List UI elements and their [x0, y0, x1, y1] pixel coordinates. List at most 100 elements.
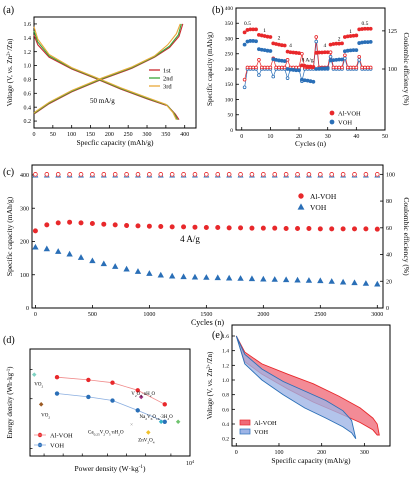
- rate-label: 4: [289, 43, 292, 49]
- y2-tick-label: 20: [386, 279, 392, 285]
- efficiency-point-alvoh: [272, 172, 278, 177]
- y-tick-label: 1.6: [222, 334, 229, 340]
- capacity-point-alvoh: [112, 222, 118, 228]
- efficiency-point-alvoh: [360, 65, 364, 70]
- efficiency-point-alvoh: [33, 172, 38, 177]
- efficiency-point-alvoh: [282, 65, 287, 70]
- x-tick-label: 0: [240, 134, 243, 140]
- capacity-point-alvoh: [78, 220, 84, 226]
- capacity-point-voh: [271, 276, 278, 282]
- rate-label: 1: [263, 28, 266, 34]
- efficiency-point-voh: [328, 54, 333, 59]
- reference-marker: [138, 394, 144, 400]
- y-tick-label: 1.2: [222, 363, 229, 369]
- y-axis-label: Voltage (V, vs. Zn2+/Zn): [6, 38, 14, 106]
- capacity-point-alvoh: [368, 26, 373, 31]
- efficiency-point-alvoh: [112, 172, 118, 177]
- efficiency-point-alvoh: [295, 172, 300, 177]
- panel-label: (d): [3, 335, 15, 346]
- y2-tick-label: 40: [386, 253, 392, 259]
- efficiency-point-alvoh: [352, 172, 357, 177]
- capacity-point-voh: [237, 275, 244, 281]
- capacity-point-voh: [43, 245, 50, 252]
- efficiency-point-alvoh: [314, 35, 319, 39]
- capacity-point-voh: [305, 277, 313, 283]
- y-tick-label: 200: [20, 240, 29, 246]
- efficiency-point-alvoh: [242, 77, 247, 82]
- legend-swatch-voh: [239, 428, 251, 435]
- y-tick-label: 0.4: [24, 105, 32, 111]
- capacity-point-voh: [339, 278, 347, 285]
- efficiency-point-alvoh: [375, 172, 380, 177]
- capacity-point-voh: [268, 49, 273, 53]
- y2-tick-label: 100: [386, 172, 395, 178]
- y-tick-label: 1.0: [24, 64, 32, 70]
- capacity-point-voh: [89, 257, 96, 264]
- x-tick-label: 500: [88, 312, 97, 318]
- x-axis-label: Cycles (n): [295, 139, 327, 148]
- capacity-point-alvoh: [306, 226, 312, 232]
- plot-frame: [33, 16, 197, 129]
- data-point-alvoh: [110, 380, 115, 385]
- x-tick-label: 1000: [143, 312, 155, 318]
- capacity-point-alvoh: [169, 224, 175, 230]
- capacity-point-alvoh: [135, 223, 141, 229]
- legend-label-voh: VOH: [50, 443, 64, 450]
- capacity-point-voh: [77, 254, 85, 260]
- x-tick-label: 350: [161, 132, 170, 138]
- efficiency-point-alvoh: [55, 172, 61, 177]
- annotation-rate: 4 A/g: [180, 234, 200, 244]
- capacity-point-voh: [354, 48, 359, 52]
- capacity-point-voh: [351, 279, 358, 286]
- panel-e: (e) 0 100 200 300 0.2 0.4 0.6 0.8 1.0 1.2 1.4 1.6 Spe…: [206, 324, 391, 465]
- efficiency-point-alvoh: [261, 172, 266, 177]
- efficiency-point-alvoh: [226, 172, 232, 177]
- capacity-point-voh: [368, 39, 373, 44]
- capacity-point-voh: [254, 39, 258, 44]
- panel-label: (e): [212, 330, 223, 341]
- panel-label: (b): [212, 5, 224, 16]
- y2-axis-label: Coulombic efficiency (%): [402, 197, 411, 276]
- reference-label: Na2V6O16·3H2O: [139, 415, 173, 421]
- y-tick-label: 1.6: [24, 22, 32, 28]
- efficiency-point-voh: [285, 76, 290, 80]
- efficiency-point-alvoh: [363, 172, 369, 177]
- capacity-point-alvoh: [226, 225, 232, 231]
- annotation-rate: 50 mA/g: [90, 97, 115, 105]
- capacity-point-alvoh: [146, 223, 152, 229]
- capacity-point-voh: [214, 274, 221, 281]
- capacity-point-voh: [55, 248, 62, 254]
- y-tick-label: 0.6: [24, 91, 32, 97]
- efficiency-point-alvoh: [283, 172, 289, 177]
- efficiency-point-alvoh: [204, 172, 209, 177]
- rate-label: 8 A/g: [302, 58, 314, 64]
- discharge-curve-2nd: [33, 30, 178, 120]
- capacity-point-alvoh: [283, 226, 289, 232]
- efficiency-point-alvoh: [135, 172, 141, 177]
- rate-label: 0.5: [244, 21, 251, 27]
- capacity-point-voh: [180, 273, 187, 280]
- capacity-point-voh: [374, 280, 381, 287]
- x-tick-label: 200: [317, 450, 326, 456]
- panel-label: (a): [3, 5, 14, 16]
- x-tick-label: 2000: [257, 312, 269, 318]
- data-point-voh: [162, 419, 167, 424]
- capacity-point-voh: [66, 250, 73, 257]
- legend-label-2nd: 2nd: [163, 76, 174, 83]
- y-tick-label: 1.0: [222, 378, 229, 384]
- rate-label: 2: [278, 36, 281, 42]
- y-tick-label: 50: [228, 113, 234, 119]
- x-tick-label: 50: [50, 132, 56, 138]
- legend-marker-voh: [297, 203, 305, 210]
- reference-label: VO2: [34, 383, 43, 389]
- hysteresis-area-VOH: [235, 335, 357, 439]
- reference-marker: [38, 402, 44, 407]
- charge-curve-3rd: [33, 23, 181, 114]
- efficiency-point-voh: [271, 74, 276, 79]
- efficiency-point-alvoh: [238, 172, 243, 177]
- legend-label-alvoh: Al-VOH: [254, 420, 277, 427]
- capacity-point-voh: [282, 276, 290, 283]
- y-axis-label: Specific capacity (mAh/g): [5, 196, 14, 276]
- y-axis-label: Energy density (Wh·kg-1): [6, 366, 14, 439]
- y-tick-label: 0: [230, 128, 233, 134]
